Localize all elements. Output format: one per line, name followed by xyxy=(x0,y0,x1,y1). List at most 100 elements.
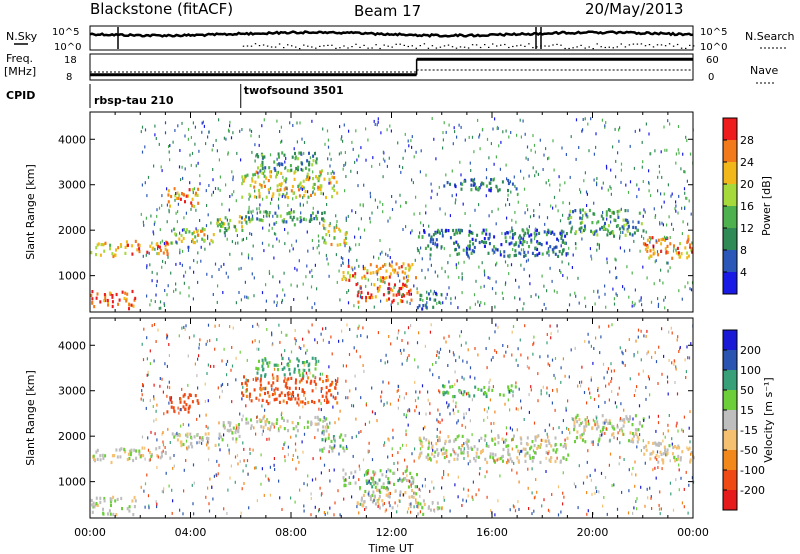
scatter-cell xyxy=(668,444,671,448)
noise-cell xyxy=(305,218,307,222)
noise-cell xyxy=(259,203,261,207)
noise-cell xyxy=(429,489,431,493)
scatter-cell xyxy=(115,513,118,517)
scatter-cell xyxy=(276,171,279,175)
noise-cell xyxy=(208,509,211,513)
scatter-cell xyxy=(297,397,300,401)
noise-cell xyxy=(647,496,649,500)
scatter-cell xyxy=(527,229,530,233)
noise-search-point xyxy=(484,44,486,46)
noise-search-point xyxy=(467,47,470,49)
colorbar-cell xyxy=(723,410,737,431)
noise-cell xyxy=(546,216,549,220)
noise-cell xyxy=(660,268,662,272)
noise-cell xyxy=(609,452,612,456)
scatter-cell xyxy=(274,168,277,172)
scatter-cell xyxy=(158,446,161,450)
scatter-cell xyxy=(221,221,224,225)
noise-cell xyxy=(180,424,182,428)
noise-cell xyxy=(340,256,342,260)
noise-cell xyxy=(659,512,661,516)
noise-cell xyxy=(610,220,612,224)
noise-cell xyxy=(614,257,616,261)
scatter-cell xyxy=(171,432,174,436)
scatter-cell xyxy=(531,440,534,444)
scatter-cell xyxy=(592,212,595,216)
scatter-cell xyxy=(446,390,449,394)
noise-cell xyxy=(629,180,632,184)
noise-cell xyxy=(263,493,265,497)
noise-cell xyxy=(328,433,330,437)
noise-cell xyxy=(153,359,155,363)
noise-cell xyxy=(262,429,264,433)
scatter-cell xyxy=(365,479,368,483)
scatter-cell xyxy=(558,250,561,254)
noise-cell xyxy=(327,138,329,142)
scatter-cell xyxy=(250,418,252,422)
noise-cell xyxy=(462,359,464,363)
scatter-cell xyxy=(457,228,460,232)
scatter-cell xyxy=(516,456,519,460)
scatter-cell xyxy=(258,359,260,363)
noise-cell xyxy=(469,161,471,165)
scatter-cell xyxy=(534,233,537,237)
scatter-cell xyxy=(372,271,375,275)
noise-cell xyxy=(663,192,665,196)
noise-cell xyxy=(388,501,390,505)
noise-cell xyxy=(486,137,489,141)
noise-cell xyxy=(636,445,638,449)
scatter-cell xyxy=(184,230,187,234)
scatter-cell xyxy=(443,184,446,188)
noise-cell xyxy=(509,235,511,239)
noise-cell xyxy=(157,247,159,251)
scatter-cell xyxy=(647,441,650,445)
scatter-cell xyxy=(596,423,599,427)
noise-search-point xyxy=(463,46,466,48)
noise-cell xyxy=(452,142,454,146)
noise-cell xyxy=(377,120,379,124)
noise-cell xyxy=(198,346,200,350)
noise-cell xyxy=(655,429,657,433)
noise-cell xyxy=(280,353,283,357)
scatter-cell xyxy=(326,378,329,382)
noise-cell xyxy=(156,505,158,509)
noise-cell xyxy=(528,393,530,397)
noise-cell xyxy=(500,140,502,144)
scatter-cell xyxy=(612,231,615,235)
noise-cell xyxy=(166,394,168,398)
noise-cell xyxy=(276,157,278,161)
noise-cell xyxy=(678,194,680,198)
noise-cell xyxy=(166,334,169,338)
noise-cell xyxy=(294,342,297,346)
noise-cell xyxy=(142,398,144,402)
noise-cell xyxy=(487,276,489,280)
noise-cell xyxy=(256,415,258,419)
scatter-cell xyxy=(321,236,324,240)
noise-search-point xyxy=(242,45,245,47)
scatter-cell xyxy=(156,242,159,246)
scatter-cell xyxy=(416,291,419,295)
power-cells xyxy=(90,117,694,311)
colorbar-tick-label: 50 xyxy=(740,384,754,397)
noise-cell xyxy=(506,177,508,181)
scatter-cell xyxy=(678,446,681,450)
noise-cell xyxy=(266,437,268,441)
noise-cell xyxy=(338,417,340,421)
scatter-cell xyxy=(549,459,552,463)
scatter-cell xyxy=(308,168,311,172)
noise-cell xyxy=(533,341,535,345)
scatter-cell xyxy=(636,440,639,444)
scatter-cell xyxy=(395,293,398,297)
scatter-cell xyxy=(268,421,271,425)
noise-cell xyxy=(478,472,481,476)
scatter-cell xyxy=(664,247,667,251)
noise-lines xyxy=(89,27,695,50)
noise-cell xyxy=(254,189,256,193)
scatter-cell xyxy=(321,438,324,442)
noise-cell xyxy=(532,343,534,347)
scatter-cell xyxy=(131,499,134,503)
noise-cell xyxy=(455,198,457,202)
scatter-cell xyxy=(611,211,614,215)
scatter-cell xyxy=(181,192,183,196)
noise-cell xyxy=(282,288,284,292)
